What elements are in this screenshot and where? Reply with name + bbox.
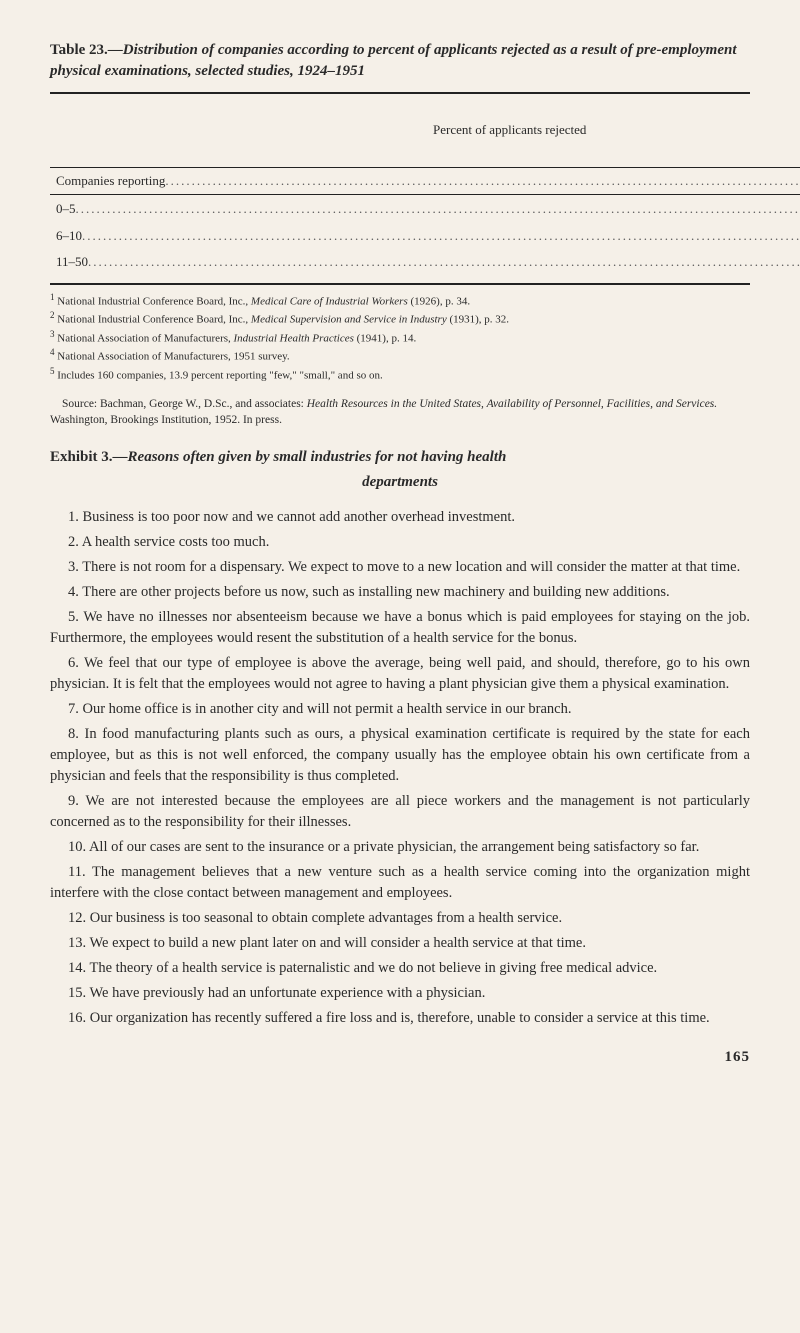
footnote: 4 National Association of Manufacturers,… <box>50 346 750 365</box>
reason-item: 8. In food manufacturing plants such as … <box>50 724 750 787</box>
reason-item: 2. A health service costs too much. <box>50 532 750 553</box>
reason-item: 1. Business is too poor now and we canno… <box>50 507 750 528</box>
footnote: 1 National Industrial Conference Board, … <box>50 291 750 310</box>
row-header-label: Percent of applicants rejected <box>50 94 800 167</box>
reason-item: 5. We have no illnesses nor absenteeism … <box>50 607 750 649</box>
table-row: 0–5 55. 0 60. 0 78. 0 5 81. 5 <box>50 195 800 223</box>
reason-item: 15. We have previously had an unfortunat… <box>50 983 750 1004</box>
reason-item: 4. There are other projects before us no… <box>50 582 750 603</box>
reason-item: 14. The theory of a health service is pa… <box>50 958 750 979</box>
reasons-list: 1. Business is too poor now and we canno… <box>50 507 750 1029</box>
row-label: 6–10 <box>56 228 82 243</box>
table-caption-prefix: Table 23.— <box>50 42 123 58</box>
table-footnotes: 1 National Industrial Conference Board, … <box>50 291 750 384</box>
table-row: 11–50 17. 0 17. 0 7. 0 5. 4 <box>50 249 800 275</box>
table-caption-main: Distribution of companies according to p… <box>50 42 737 79</box>
reason-item: 16. Our organization has recently suffer… <box>50 1008 750 1029</box>
exhibit-title-text: Reasons often given by small industries … <box>128 449 507 465</box>
rule-bottom <box>50 283 750 285</box>
footnote: 5 Includes 160 companies, 13.9 percent r… <box>50 365 750 384</box>
companies-label: Companies reporting <box>56 173 165 188</box>
reason-item: 10. All of our cases are sent to the ins… <box>50 837 750 858</box>
reason-item: 3. There is not room for a dispensary. W… <box>50 557 750 578</box>
table-caption: Table 23.—Distribution of companies acco… <box>50 40 750 82</box>
footnote: 3 National Association of Manufacturers,… <box>50 328 750 347</box>
reason-item: 9. We are not interested because the emp… <box>50 791 750 833</box>
page-number: 165 <box>50 1047 750 1068</box>
reason-item: 6. We feel that our type of employee is … <box>50 653 750 695</box>
source-citation: Source: Bachman, George W., D.Sc., and a… <box>50 397 750 428</box>
reason-item: 7. Our home office is in another city an… <box>50 699 750 720</box>
distribution-table: Percent of applicants rejected Percentag… <box>50 94 800 275</box>
row-label: 11–50 <box>56 254 88 269</box>
reason-item: 11. The management believes that a new v… <box>50 862 750 904</box>
companies-reporting-row: Companies reporting 100. 0 100. 0 100. 0… <box>50 168 800 194</box>
footnote: 2 National Industrial Conference Board, … <box>50 309 750 328</box>
reason-item: 13. We expect to build a new plant later… <box>50 933 750 954</box>
exhibit-prefix: Exhibit 3.— <box>50 449 128 465</box>
row-label: 0–5 <box>56 201 76 216</box>
exhibit-subtitle: departments <box>50 472 750 493</box>
table-row: 6–10 28. 0 23. 0 15. 0 13. 1 <box>50 223 800 249</box>
exhibit-title: Exhibit 3.—Reasons often given by small … <box>50 447 750 468</box>
reason-item: 12. Our business is too seasonal to obta… <box>50 908 750 929</box>
